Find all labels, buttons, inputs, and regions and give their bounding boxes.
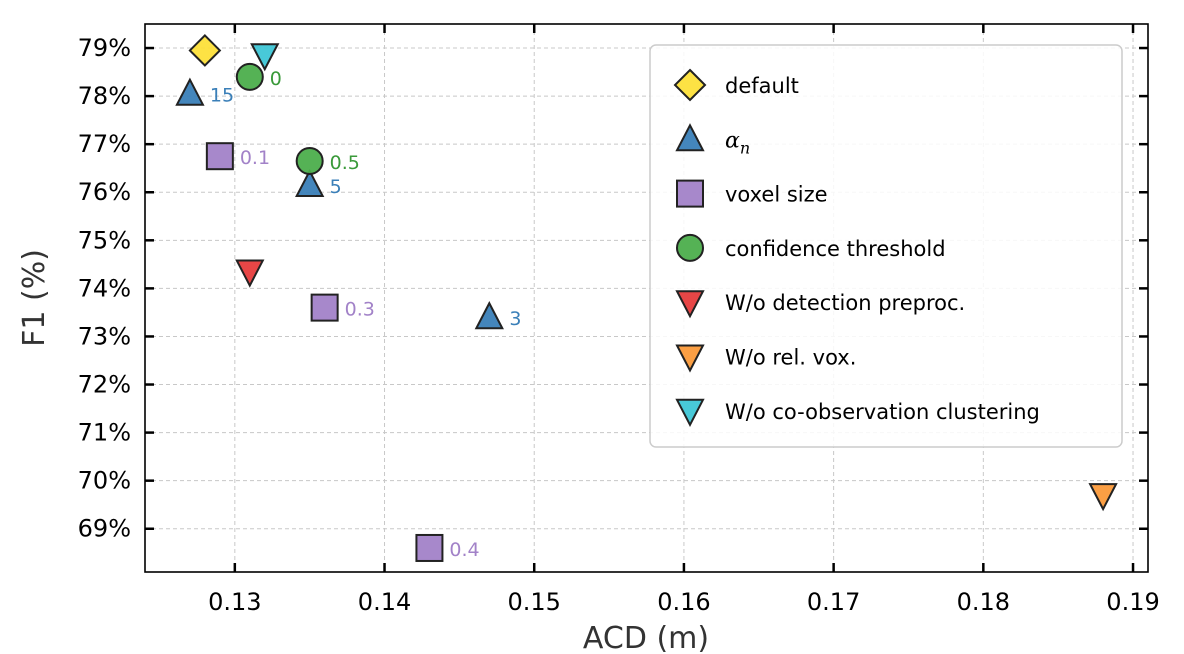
x-tick-label: 0.17 (807, 588, 860, 616)
data-point (310, 293, 339, 322)
y-tick-label: 73% (78, 322, 131, 350)
point-label: 0 (270, 68, 282, 90)
data-point (235, 62, 264, 91)
legend-entry-main: α (725, 128, 740, 153)
data-point (205, 142, 234, 171)
point-label: 0.4 (449, 539, 479, 561)
y-tick-label: 77% (78, 130, 131, 158)
data-point (295, 147, 324, 175)
y-tick-label: 72% (78, 371, 131, 399)
y-tick-label: 79% (78, 34, 131, 62)
legend-box (649, 44, 1123, 448)
legend-entry-label: confidence threshold (725, 237, 946, 261)
legend-marker (675, 398, 705, 427)
legend-marker (676, 179, 704, 208)
y-tick-label: 74% (78, 274, 131, 302)
legend-marker (673, 68, 707, 102)
legend-entry-label: W/o co-observation clustering (725, 400, 1040, 424)
x-axis-label: ACD (m) (583, 621, 709, 654)
legend-entry-label: αn (725, 128, 750, 157)
data-point (175, 77, 205, 106)
y-tick-label: 70% (78, 467, 131, 495)
point-label: 0.1 (240, 147, 270, 169)
data-point (474, 301, 504, 330)
legend-marker (675, 290, 705, 319)
legend-marker (676, 233, 704, 262)
data-point (415, 533, 444, 562)
legend-entry-subscript: n (740, 138, 750, 157)
axis-ticks (145, 24, 1148, 572)
y-tick-label: 69% (78, 515, 131, 543)
legend-entry-label: W/o rel. vox. (725, 346, 856, 370)
legend: default αn voxel size confidence threshold W… (649, 44, 1123, 448)
x-tick-label: 0.16 (657, 588, 710, 616)
legend-marker (675, 123, 705, 152)
tick-labels: 0.13 0.14 0.15 0.16 0.17 0.18 0.1969%70%71%72%… (78, 34, 1160, 616)
point-label: 5 (330, 176, 342, 198)
x-tick-label: 0.15 (508, 588, 561, 616)
data-points: 15 5 3 0.1 0.3 0.4 0 0.5 (175, 34, 1118, 562)
x-tick-label: 0.19 (1106, 588, 1159, 616)
y-axis-label: F1 (%) (17, 249, 52, 347)
point-label: 3 (509, 308, 521, 330)
y-tick-label: 71% (78, 419, 131, 447)
legend-marker (675, 344, 705, 373)
y-tick-label: 75% (78, 226, 131, 254)
x-tick-label: 0.14 (358, 588, 411, 616)
y-tick-label: 78% (78, 82, 131, 110)
data-point (295, 168, 325, 198)
data-point (250, 43, 280, 72)
x-tick-label: 0.18 (957, 588, 1010, 616)
x-tick-label: 0.13 (208, 588, 261, 616)
legend-entry-label: default (725, 74, 799, 98)
plot-frame (144, 23, 1149, 573)
data-point (1088, 483, 1118, 512)
y-tick-label: 76% (78, 178, 131, 206)
legend-entry-label: voxel size (725, 183, 828, 207)
data-point (188, 34, 222, 67)
point-label: 0.3 (345, 299, 375, 321)
point-label: 15 (210, 85, 234, 107)
point-label: 0.5 (330, 152, 360, 174)
data-point (235, 259, 265, 288)
legend-entry-label: W/o detection preproc. (725, 291, 965, 315)
